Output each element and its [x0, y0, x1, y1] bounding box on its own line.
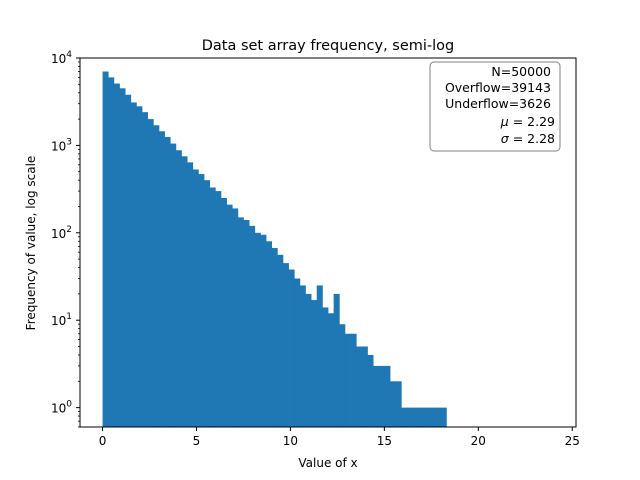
x-tick-label: 15 — [377, 434, 392, 448]
stats-box: N=50000 Overflow=39143 Underflow=3626 μ … — [429, 61, 561, 152]
histogram-bar — [328, 313, 335, 427]
x-tick-label: 10 — [283, 434, 298, 448]
histogram-bar — [192, 169, 199, 427]
stats-mu-symbol: μ — [500, 114, 509, 129]
stats-underflow: Underflow=3626 — [445, 96, 551, 111]
histogram-bar — [299, 285, 306, 427]
histogram-bar — [395, 381, 402, 427]
histogram-bar — [350, 333, 357, 427]
histogram-bar — [316, 285, 323, 427]
histogram-bar — [294, 278, 301, 427]
histogram-bar — [113, 83, 120, 427]
histogram-bar — [344, 333, 351, 427]
stats-sigma-symbol: σ — [501, 131, 510, 146]
x-axis-ticks: 0 5 10 15 20 25 — [99, 427, 580, 448]
x-tick-label: 20 — [471, 434, 486, 448]
histogram-bar — [102, 71, 109, 427]
histogram-bar — [390, 381, 397, 427]
stats-sigma: σ = 2.28 — [501, 131, 555, 146]
histogram-bar — [220, 198, 227, 427]
histogram-bar — [412, 407, 419, 427]
stats-n: N=50000 — [491, 64, 551, 79]
histogram-bar — [440, 407, 447, 427]
stats-box-frame — [429, 61, 561, 152]
histogram-bar — [333, 293, 340, 427]
histogram-bar — [339, 324, 346, 427]
histogram-bar — [271, 248, 278, 427]
histogram-bar — [136, 106, 143, 427]
histogram-bar — [418, 407, 425, 427]
histogram-bar — [378, 365, 385, 427]
histogram-bar — [119, 88, 126, 427]
histogram-bar — [170, 143, 177, 428]
histogram-bar — [260, 234, 267, 427]
histogram-bar — [401, 407, 408, 427]
histogram-bar — [209, 187, 216, 427]
x-tick-label: 5 — [193, 434, 201, 448]
histogram-bar — [215, 191, 222, 427]
histogram-bar — [361, 346, 368, 427]
histogram-bar — [356, 346, 363, 427]
histogram-bar — [435, 407, 442, 427]
histogram-bar — [277, 254, 284, 427]
histogram-bar — [266, 241, 273, 427]
histogram-bar — [142, 112, 149, 428]
stats-overflow: Overflow=39143 — [445, 80, 551, 95]
histogram-bar — [237, 217, 244, 427]
histogram-bar — [130, 102, 137, 428]
histogram-bar — [423, 407, 430, 427]
histogram-bar — [406, 407, 413, 427]
histogram-bar — [158, 131, 165, 428]
histogram-bar — [305, 293, 312, 427]
histogram-bar — [311, 300, 318, 427]
histogram-bar — [198, 174, 205, 427]
histogram-bar — [232, 208, 239, 427]
x-tick-label: 25 — [565, 434, 580, 448]
histogram-bar — [226, 204, 233, 427]
y-tick-label: 103 — [51, 137, 72, 153]
histogram-bar — [204, 180, 211, 427]
y-axis-label: Frequency of value, log scale — [24, 156, 38, 331]
histogram-bar — [429, 407, 436, 427]
histogram-bar — [187, 162, 194, 427]
x-axis-label: Value of x — [298, 456, 357, 470]
y-tick-label: 101 — [51, 312, 72, 328]
histogram-bar — [254, 232, 261, 427]
y-tick-label: 100 — [51, 400, 72, 416]
histogram-bar — [108, 77, 115, 427]
stats-mu: μ = 2.29 — [500, 114, 555, 129]
histogram-bar — [373, 365, 380, 427]
y-axis-ticks: 100 101 102 103 104 — [51, 50, 80, 428]
histogram-bar — [384, 365, 391, 427]
histogram-bar — [288, 269, 295, 427]
stats-sigma-value: = 2.28 — [509, 131, 555, 146]
histogram-bars — [102, 71, 447, 428]
histogram-bar — [367, 354, 374, 427]
x-tick-label: 0 — [99, 434, 107, 448]
y-tick-label: 104 — [51, 50, 72, 66]
histogram-bar — [249, 225, 256, 427]
histogram-bar — [243, 220, 250, 427]
histogram-bar — [164, 136, 171, 427]
chart-title: Data set array frequency, semi-log — [202, 38, 455, 54]
plot-frame — [79, 57, 577, 428]
y-tick-label: 102 — [51, 225, 72, 241]
histogram-bar — [125, 94, 132, 427]
histogram-bar — [282, 263, 289, 427]
histogram-bar — [153, 125, 160, 427]
histogram-bar — [147, 119, 154, 427]
histogram-bar — [181, 156, 188, 427]
histogram-bar — [322, 307, 329, 427]
stats-mu-value: = 2.29 — [509, 114, 555, 129]
histogram-bar — [175, 150, 182, 427]
